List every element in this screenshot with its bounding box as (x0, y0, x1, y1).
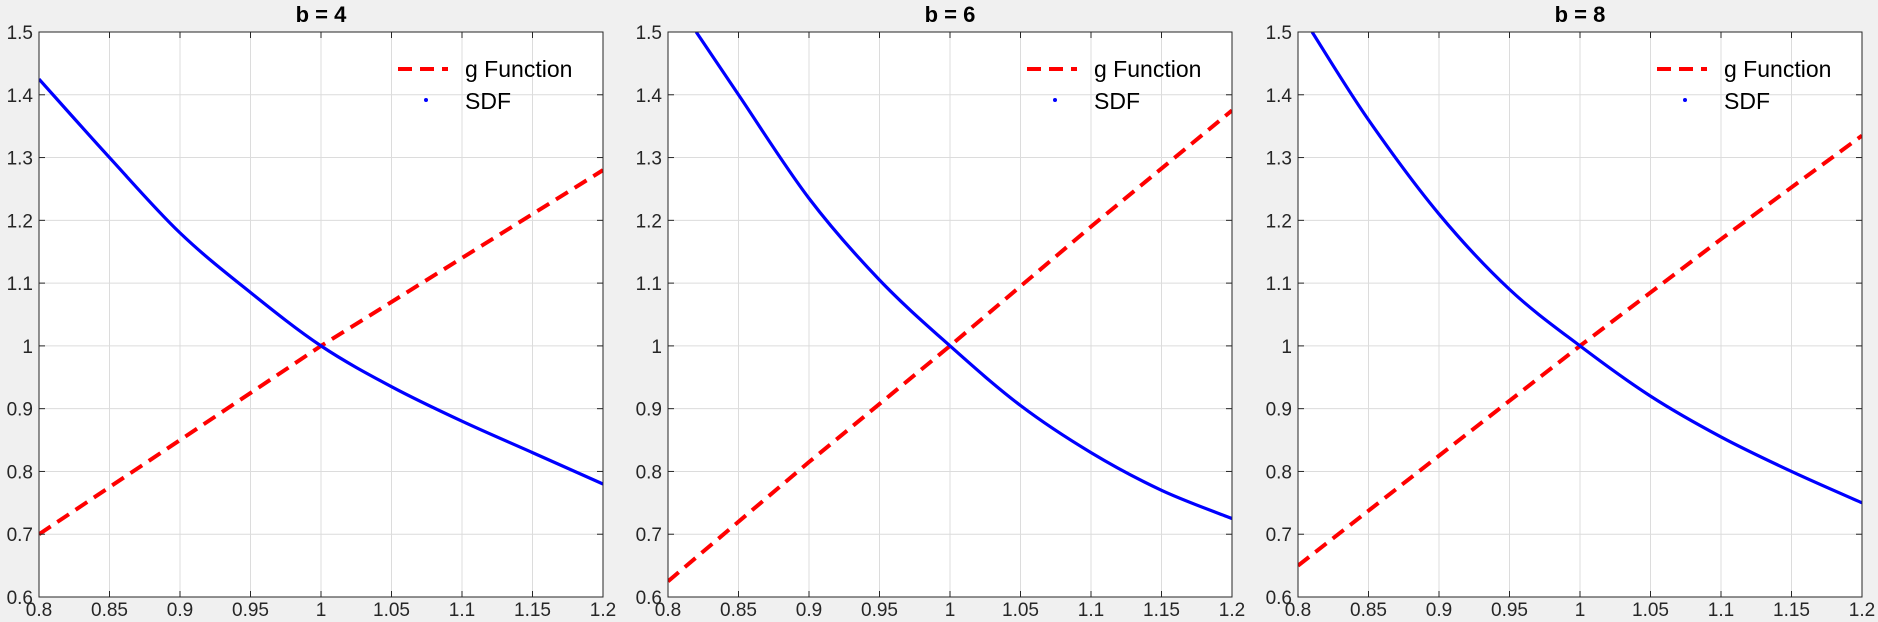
y-tick-label: 0.8 (636, 462, 662, 483)
legend-swatch-sdf (1053, 98, 1057, 102)
y-tick-label: 1 (1281, 337, 1292, 358)
y-tick-label: 0.9 (1266, 400, 1292, 421)
x-tick-label: 0.85 (91, 600, 128, 617)
chart-panel-2: 0.8 0.85 0.9 0.95 1 1.05 1.1 1.15 1.2 0.6 0.7 0.8 0.… (636, 2, 1246, 621)
x-tick-label: 0.85 (1350, 600, 1387, 617)
plot-area (39, 78, 603, 536)
y-tick-label: 1 (651, 337, 662, 358)
plot-area (668, 32, 1232, 583)
y-tick-label: 0.8 (7, 462, 33, 483)
legend-label-g-function: g Function (1094, 56, 1201, 82)
series-line-g-function (668, 108, 1232, 583)
x-tick-label: 1.1 (1078, 600, 1104, 617)
x-tick-label: 0.9 (167, 600, 193, 617)
y-tick-label: 1.1 (7, 274, 33, 295)
y-tick-label: 1 (22, 337, 33, 358)
y-tick-label: 1.2 (636, 211, 662, 232)
legend-label-g-function: g Function (465, 56, 572, 82)
y-tick-label: 1.2 (7, 211, 33, 232)
y-tick-label: 1.5 (7, 23, 33, 44)
x-tick-label: 1.05 (1002, 600, 1039, 617)
chart-panel-3: 0.8 0.85 0.9 0.95 1 1.05 1.1 1.15 1.2 0.6 0.7 0.8 0.… (1266, 2, 1876, 621)
y-tick-label: 1.3 (636, 149, 662, 170)
y-tick-label: 0.7 (1266, 525, 1292, 546)
legend-label-sdf: SDF (465, 88, 511, 114)
legend-label-g-function: g Function (1724, 56, 1831, 82)
y-tick-label: 0.9 (7, 400, 33, 421)
x-tick-label: 1.15 (1143, 600, 1180, 617)
y-tick-label: 1.3 (7, 149, 33, 170)
x-tick-label: 1.2 (1219, 600, 1245, 617)
series-line-sdf (694, 32, 1232, 521)
x-tick-label: 1.05 (373, 600, 410, 617)
x-tick-label: 1.05 (1632, 600, 1669, 617)
x-tick-label: 1 (945, 600, 956, 617)
x-tick-label: 1.2 (590, 600, 616, 617)
y-tick-label: 1.3 (1266, 149, 1292, 170)
x-tick-label: 0.8 (26, 600, 52, 617)
x-tick-label: 1.2 (1849, 600, 1875, 617)
legend-label-sdf: SDF (1724, 88, 1770, 114)
y-tick-label: 1.4 (7, 86, 34, 107)
x-tick-label: 0.95 (1491, 600, 1528, 617)
x-tick-label: 0.95 (232, 600, 269, 617)
series-line-sdf (1310, 32, 1862, 505)
plot-area (1298, 32, 1862, 568)
chart-panel-1: 0.8 0.85 0.9 0.95 1 1.05 1.1 1.15 1.2 0.6 0.7 0.8 0.… (7, 2, 617, 621)
series-line-sdf (39, 78, 603, 486)
x-tick-label: 0.8 (1285, 600, 1311, 617)
x-tick-label: 1.1 (449, 600, 475, 617)
y-tick-label: 1.4 (1266, 86, 1293, 107)
y-tick-label: 0.6 (1266, 588, 1292, 609)
x-tick-label: 1.15 (1773, 600, 1810, 617)
y-tick-label: 0.8 (1266, 462, 1292, 483)
x-tick-label: 0.9 (1426, 600, 1452, 617)
y-tick-label: 1.4 (636, 86, 663, 107)
chart-title: b = 4 (296, 2, 348, 27)
x-tick-label: 1 (1575, 600, 1586, 617)
x-tick-label: 0.95 (861, 600, 898, 617)
x-tick-label: 0.8 (655, 600, 681, 617)
y-tick-label: 1.1 (636, 274, 662, 295)
y-tick-label: 0.7 (636, 525, 662, 546)
x-tick-label: 0.85 (720, 600, 757, 617)
y-tick-label: 1.1 (1266, 274, 1292, 295)
chart-title: b = 6 (925, 2, 976, 27)
legend-swatch-sdf (1683, 98, 1687, 102)
y-tick-label: 1.2 (1266, 211, 1292, 232)
legend-swatch-sdf (424, 98, 428, 102)
y-tick-label: 0.7 (7, 525, 33, 546)
y-tick-label: 0.6 (636, 588, 662, 609)
legend-label-sdf: SDF (1094, 88, 1140, 114)
y-tick-label: 1.5 (1266, 23, 1292, 44)
chart-title: b = 8 (1555, 2, 1606, 27)
x-tick-label: 1 (316, 600, 327, 617)
y-tick-label: 1.5 (636, 23, 662, 44)
x-tick-label: 0.9 (796, 600, 822, 617)
y-tick-label: 0.9 (636, 400, 662, 421)
x-tick-label: 1.1 (1708, 600, 1734, 617)
x-tick-label: 1.15 (514, 600, 551, 617)
y-tick-label: 0.6 (7, 588, 33, 609)
